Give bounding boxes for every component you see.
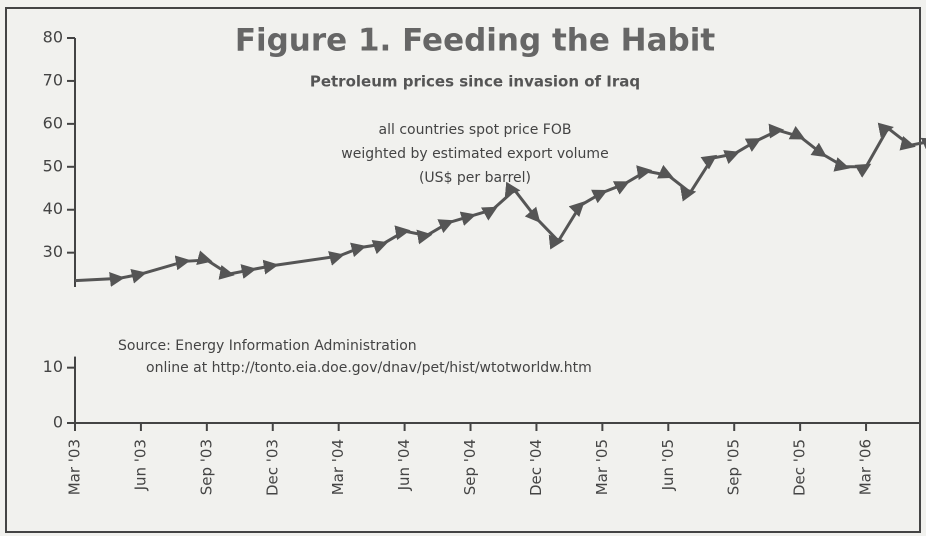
y-tick-label: 60 — [43, 113, 63, 132]
x-tick-label: Mar '06 — [857, 439, 875, 495]
x-tick-label: Sep '05 — [725, 439, 743, 495]
y-tick-label: 30 — [43, 242, 63, 261]
y-tick-label: 0 — [53, 413, 63, 432]
x-tick-label: Jun '05 — [659, 439, 677, 491]
x-tick-label: Dec '05 — [791, 439, 809, 496]
chart-title: Figure 1. Feeding the Habit — [235, 23, 716, 59]
y-tick-label: 70 — [43, 70, 63, 89]
y-tick-label: 40 — [43, 199, 63, 218]
y-tick-label: 50 — [43, 156, 63, 175]
annotation: all countries spot price FOB — [379, 122, 572, 138]
annotation: (US$ per barrel) — [419, 170, 531, 186]
price-line — [74, 93, 926, 287]
x-tick-label: Jun '04 — [395, 439, 413, 491]
x-tick-label: Sep '03 — [197, 439, 215, 495]
subtitle: Petroleum prices since invasion of Iraq — [310, 73, 640, 91]
x-tick-label: Mar '03 — [66, 439, 84, 495]
annotation: weighted by estimated export volume — [341, 146, 608, 162]
x-tick-label: Mar '04 — [329, 439, 347, 495]
x-tick-label: Sep '04 — [461, 439, 479, 495]
y-tick-label: 10 — [43, 357, 63, 376]
source: online at http://tonto.eia.doe.gov/dnav/… — [146, 360, 592, 376]
x-tick-label: Jun '03 — [131, 439, 149, 491]
y-tick-label: 80 — [43, 28, 63, 47]
x-tick-label: Mar '05 — [593, 439, 611, 495]
x-tick-label: Dec '04 — [527, 439, 545, 496]
source: Source: Energy Information Administratio… — [118, 338, 417, 354]
x-tick-label: Dec '03 — [263, 439, 281, 496]
